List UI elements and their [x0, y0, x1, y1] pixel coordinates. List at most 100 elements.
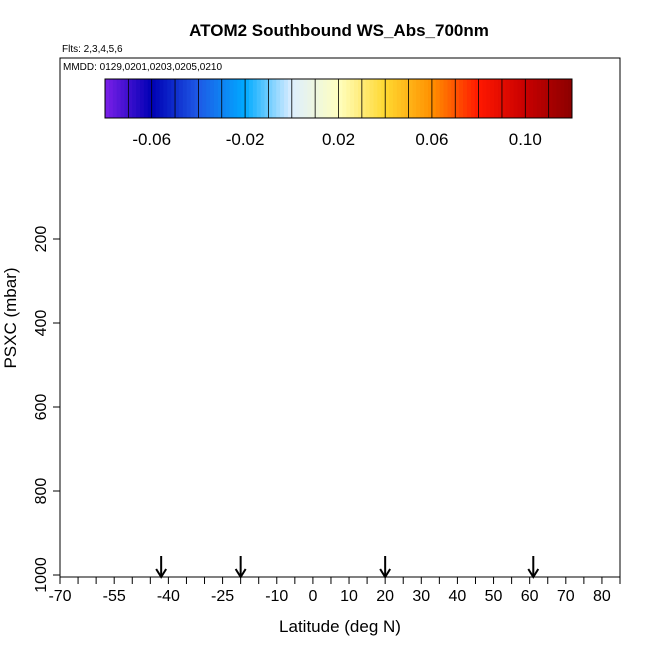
- colorbar-segment: [342, 79, 347, 118]
- colorbar-segment: [132, 79, 137, 118]
- colorbar-segment: [295, 79, 301, 118]
- colorbar-segment: [140, 79, 145, 118]
- colorbar-segment: [225, 79, 231, 118]
- colorbar-segment: [155, 79, 160, 118]
- x-tick-label: 10: [340, 588, 358, 605]
- colorbar-segment: [171, 79, 176, 118]
- colorbar-segment: [494, 79, 499, 118]
- colorbar-segment: [354, 79, 359, 118]
- flight-arrow: [155, 556, 168, 579]
- colorbar-tick-label: 0.02: [322, 130, 355, 149]
- y-tick-label: 400: [33, 310, 50, 337]
- colorbar-segment: [365, 79, 371, 118]
- x-axis-label: Latitude (deg N): [279, 617, 401, 636]
- colorbar-segment: [361, 79, 367, 118]
- colorbar-segment: [396, 79, 402, 118]
- colorbar-segment: [213, 79, 219, 118]
- colorbar-tick-label: 0.06: [415, 130, 448, 149]
- colorbar-segment: [167, 79, 172, 118]
- colorbar-segment: [420, 79, 425, 118]
- colorbar-segment: [287, 79, 293, 118]
- y-axis: 200 400 600 800 1000: [33, 226, 60, 593]
- colorbar-segment: [439, 79, 445, 118]
- colorbar-segment: [517, 79, 522, 118]
- colorbar-segment: [525, 79, 530, 118]
- colorbar-segment: [377, 79, 382, 118]
- dates-note: MMDD: 0129,0201,0203,0205,0210: [63, 62, 222, 73]
- colorbar-segment: [529, 79, 534, 118]
- colorbar-segment: [424, 79, 429, 118]
- colorbar-segment: [486, 79, 491, 118]
- colorbar-segment: [482, 79, 487, 118]
- colorbar-segment: [233, 79, 238, 118]
- colorbar-segment: [431, 79, 437, 118]
- colorbar-segment: [303, 79, 308, 118]
- flight-arrow: [379, 556, 392, 579]
- colorbar-segment: [108, 79, 114, 118]
- colorbar-segment: [311, 79, 316, 118]
- colorbar-segment: [198, 79, 203, 118]
- colorbar-segment: [116, 79, 122, 118]
- flight-arrow: [527, 556, 540, 579]
- colorbar-segment: [451, 79, 456, 118]
- colorbar-segment: [268, 79, 273, 118]
- colorbar-segment: [190, 79, 196, 118]
- colorbar-tick-label: 0.10: [509, 130, 542, 149]
- colorbar-segment: [307, 79, 312, 118]
- colorbar-segment: [385, 79, 390, 118]
- colorbar-segment: [206, 79, 211, 118]
- colorbar-segment: [350, 79, 355, 118]
- flight-arrow: [234, 556, 247, 579]
- colorbar-segment: [248, 79, 254, 118]
- colorbar-segment: [315, 79, 320, 118]
- colorbar-segment: [151, 79, 157, 118]
- colorbar-segment: [194, 79, 199, 118]
- x-tick-label: -70: [48, 588, 71, 605]
- colorbar-tick-label: -0.02: [226, 130, 265, 149]
- colorbar-segment: [346, 79, 351, 118]
- colorbar-segment: [548, 79, 554, 118]
- flight-arrows: [155, 556, 540, 579]
- flights-note: Flts: 2,3,4,5,6: [62, 44, 123, 55]
- colorbar-segment: [408, 79, 413, 118]
- colorbar-segment: [392, 79, 398, 118]
- colorbar: -0.06 -0.02 0.02 0.06 0.10: [104, 78, 573, 149]
- colorbar-segment: [210, 79, 215, 118]
- colorbar-segment: [182, 79, 188, 118]
- colorbar-segment: [280, 79, 285, 118]
- colorbar-segment: [163, 79, 168, 118]
- colorbar-segment: [474, 79, 480, 118]
- colorbar-segment: [501, 79, 507, 118]
- colorbar-segment: [284, 79, 289, 118]
- colorbar-segment: [373, 79, 378, 118]
- colorbar-segment: [276, 79, 281, 118]
- colorbar-segment: [455, 79, 460, 118]
- colorbar-segment: [338, 79, 343, 118]
- colorbar-segment: [416, 79, 421, 118]
- colorbar-segment: [120, 79, 125, 118]
- colorbar-segment: [404, 79, 410, 118]
- colorbar-segment: [264, 79, 269, 118]
- colorbar-segment: [136, 79, 141, 118]
- colorbar-segment: [319, 79, 324, 118]
- colorbar-segment: [443, 79, 448, 118]
- colorbar-segment: [498, 79, 503, 118]
- x-tick-label: 40: [449, 588, 467, 605]
- chart-title: ATOM2 Southbound WS_Abs_700nm: [189, 21, 489, 40]
- colorbar-segment: [245, 79, 250, 118]
- x-tick-label: 0: [308, 588, 317, 605]
- colorbar-segment: [470, 79, 476, 118]
- colorbar-segment: [112, 79, 118, 118]
- y-tick-label: 600: [33, 394, 50, 421]
- colorbar-segment: [381, 79, 386, 118]
- x-tick-label: 20: [376, 588, 394, 605]
- colorbar-segment: [556, 79, 561, 118]
- colorbar-segment: [389, 79, 394, 118]
- x-tick-label: 80: [593, 588, 611, 605]
- colorbar-segment: [241, 79, 246, 118]
- colorbar-segment: [256, 79, 262, 118]
- x-tick-label: 50: [485, 588, 503, 605]
- colorbar-segment: [186, 79, 192, 118]
